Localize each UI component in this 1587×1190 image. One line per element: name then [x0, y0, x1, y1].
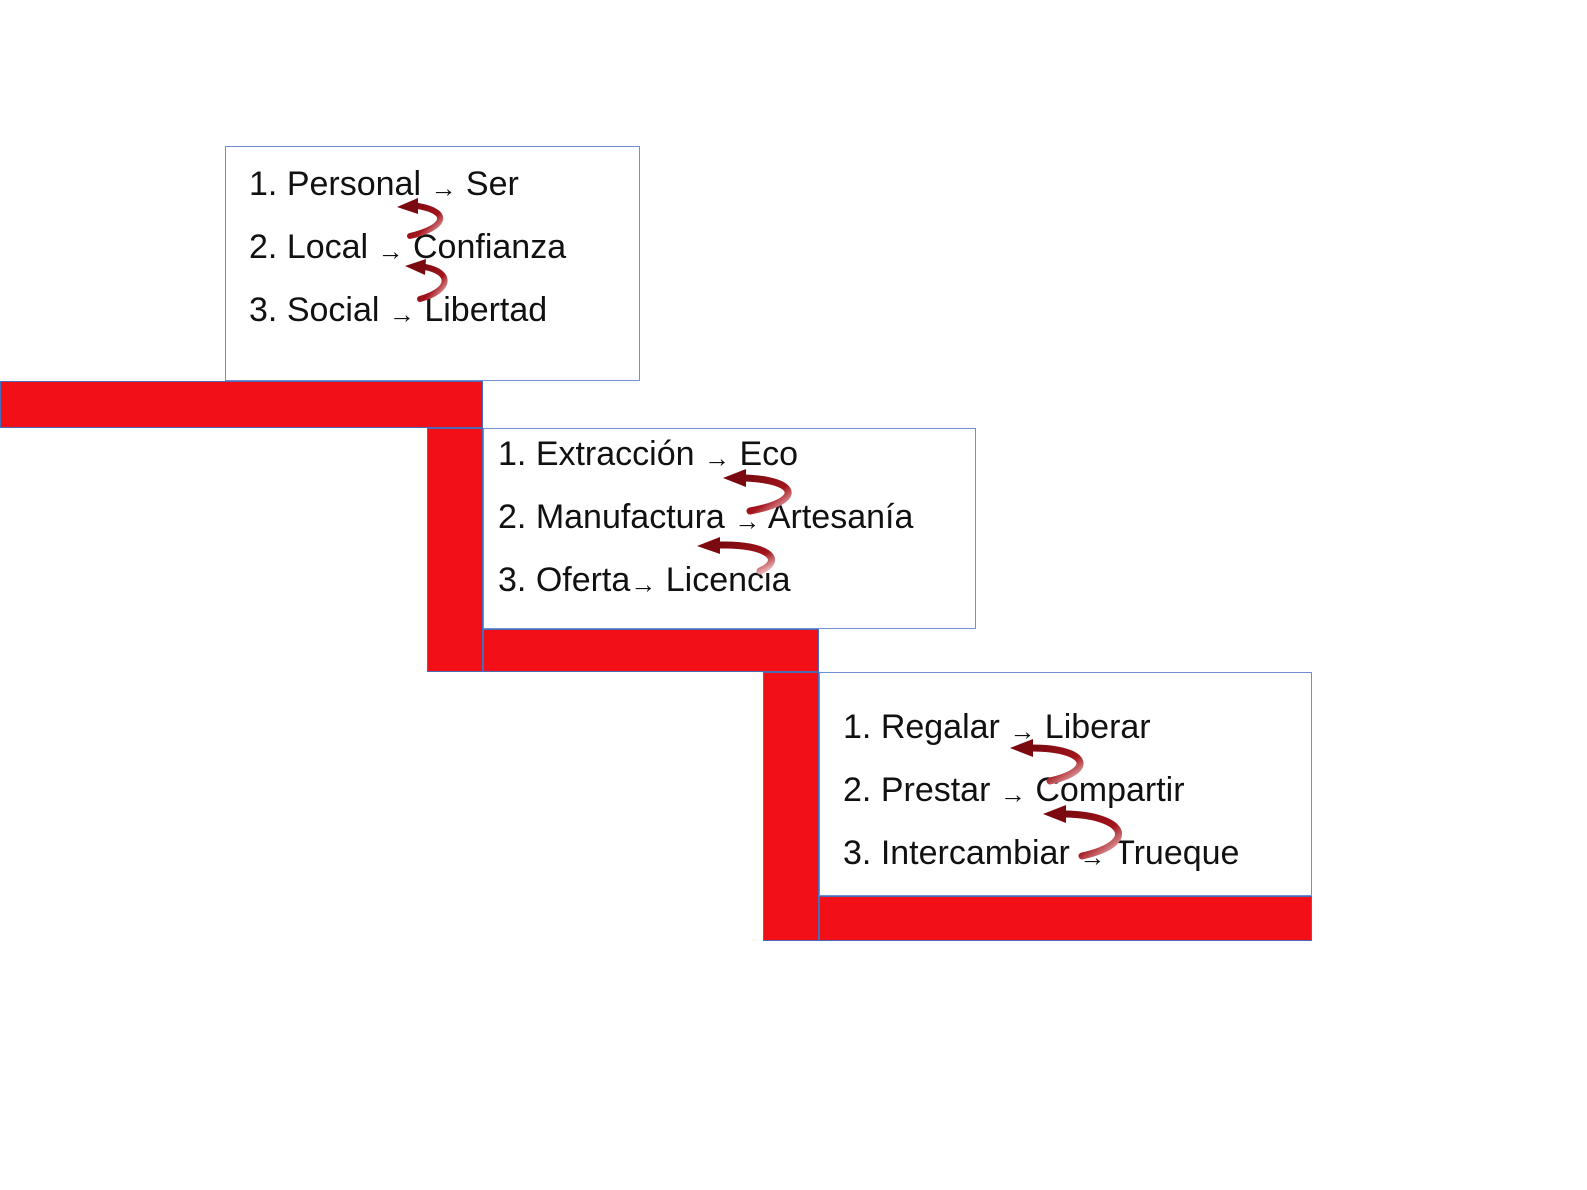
- right-arrow-icon: →: [999, 779, 1026, 809]
- item-from: Prestar: [880, 771, 991, 809]
- item-to: Compartir: [1035, 771, 1185, 809]
- item-to: Liberar: [1044, 708, 1151, 746]
- right-arrow-icon: →: [388, 299, 415, 329]
- item-to: Libertad: [424, 291, 548, 329]
- step-2-item-3: 3. Oferta→ Licencia: [498, 563, 791, 597]
- step-1-box: [225, 146, 640, 381]
- step-2-box: [483, 428, 976, 629]
- item-number: 1.: [249, 165, 278, 203]
- item-number: 3.: [249, 291, 278, 329]
- item-to: Artesanía: [767, 498, 914, 536]
- step-1-item-3: 3. Social → Libertad: [249, 293, 547, 327]
- step-1-item-2: 2. Local → Confianza: [249, 230, 566, 264]
- item-number: 1.: [843, 708, 872, 746]
- item-from: Intercambiar: [880, 834, 1070, 872]
- item-to: Eco: [739, 435, 799, 473]
- stair-tread-1: [0, 381, 483, 428]
- item-from: Manufactura: [535, 498, 725, 536]
- item-to: Ser: [465, 165, 519, 203]
- step-1-item-1: 1. Personal → Ser: [249, 167, 519, 201]
- right-arrow-icon: →: [430, 173, 457, 203]
- right-arrow-icon: →: [1079, 842, 1106, 872]
- step-3-item-3: 3. Intercambiar → Trueque: [843, 836, 1239, 870]
- right-arrow-icon: →: [630, 569, 657, 599]
- item-number: 2.: [843, 771, 872, 809]
- stair-riser-2: [763, 672, 819, 941]
- item-number: 2.: [249, 228, 278, 266]
- item-from: Personal: [286, 165, 422, 203]
- item-from: Regalar: [880, 708, 1000, 746]
- stair-tread-3: [819, 896, 1312, 941]
- item-number: 3.: [843, 834, 872, 872]
- item-from: Extracción: [535, 435, 695, 473]
- step-2-item-2: 2. Manufactura → Artesanía: [498, 500, 913, 534]
- stair-tread-2: [483, 629, 819, 672]
- step-2-item-1: 1. Extracción → Eco: [498, 437, 798, 471]
- step-3-item-1: 1. Regalar → Liberar: [843, 710, 1151, 744]
- item-number: 3.: [498, 561, 527, 599]
- item-number: 2.: [498, 498, 527, 536]
- item-number: 1.: [498, 435, 527, 473]
- item-to: Trueque: [1114, 834, 1240, 872]
- item-from: Social: [286, 291, 380, 329]
- item-from: Oferta: [535, 561, 631, 599]
- right-arrow-icon: →: [734, 506, 761, 536]
- item-to: Licencia: [665, 561, 791, 599]
- step-3-item-2: 2. Prestar → Compartir: [843, 773, 1185, 807]
- item-to: Confianza: [413, 228, 567, 266]
- stair-riser-1: [427, 428, 483, 672]
- right-arrow-icon: →: [377, 236, 404, 266]
- right-arrow-icon: →: [704, 443, 730, 473]
- item-from: Local: [286, 228, 369, 266]
- right-arrow-icon: →: [1009, 716, 1036, 746]
